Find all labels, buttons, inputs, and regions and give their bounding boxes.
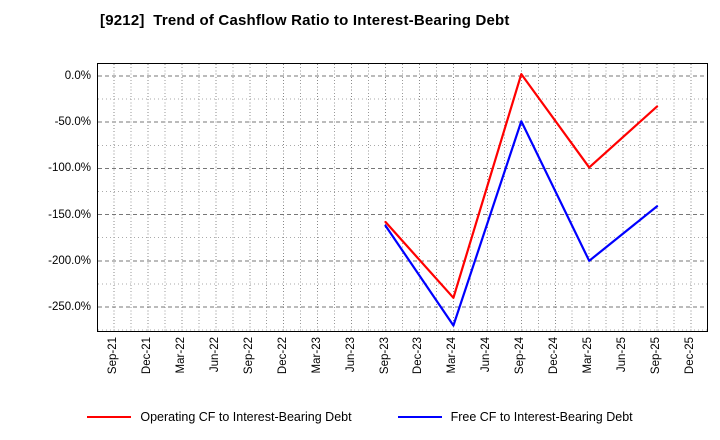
y-tick-label: -150.0% [48, 208, 91, 221]
x-tick-label: Jun-24 [480, 337, 493, 373]
x-tick-label: Dec-25 [684, 337, 697, 375]
x-tick-label: Sep-21 [106, 337, 119, 375]
legend-color-swatch [397, 416, 442, 418]
x-tick-label: Dec-21 [140, 337, 153, 375]
plot-svg [98, 64, 707, 331]
x-tick-label: Dec-22 [276, 337, 289, 375]
legend-label: Free CF to Interest-Bearing Debt [450, 410, 633, 424]
x-tick-label: Jun-22 [208, 337, 221, 373]
x-tick-label: Jun-23 [344, 337, 357, 373]
x-tick-label: Dec-23 [412, 337, 425, 375]
series-line [384, 72, 659, 299]
legend-item[interactable]: Operating CF to Interest-Bearing Debt [87, 410, 352, 424]
x-tick-label: Sep-22 [242, 337, 255, 375]
x-tick-label: Dec-24 [548, 337, 561, 375]
chart-title: [9212] Trend of Cashflow Ratio to Intere… [100, 12, 510, 29]
x-tick-label: Sep-25 [650, 337, 663, 375]
x-tick-label: Mar-24 [446, 337, 459, 374]
y-tick-label: -100.0% [48, 162, 91, 175]
y-tick-label: -250.0% [48, 301, 91, 314]
series-line [384, 120, 659, 327]
y-tick-label: 0.0% [64, 69, 91, 82]
y-tick-label: -50.0% [54, 116, 91, 129]
y-tick-label: -200.0% [48, 254, 91, 267]
legend-item[interactable]: Free CF to Interest-Bearing Debt [397, 410, 633, 424]
plot-area [97, 63, 708, 332]
y-axis: 0.0% -50.0% -100.0% -150.0% -200.0% -250.0% [0, 0, 91, 440]
x-tick-label: Jun-25 [616, 337, 629, 373]
x-tick-label: Sep-24 [514, 337, 527, 375]
legend-color-swatch [87, 416, 132, 418]
x-tick-label: Mar-23 [310, 337, 323, 374]
chart-legend: Operating CF to Interest-Bearing Debt Fre… [0, 405, 720, 429]
x-tick-label: Mar-22 [174, 337, 187, 374]
x-tick-label: Sep-23 [378, 337, 391, 375]
legend-label: Operating CF to Interest-Bearing Debt [140, 410, 352, 424]
x-tick-label: Mar-25 [582, 337, 595, 374]
